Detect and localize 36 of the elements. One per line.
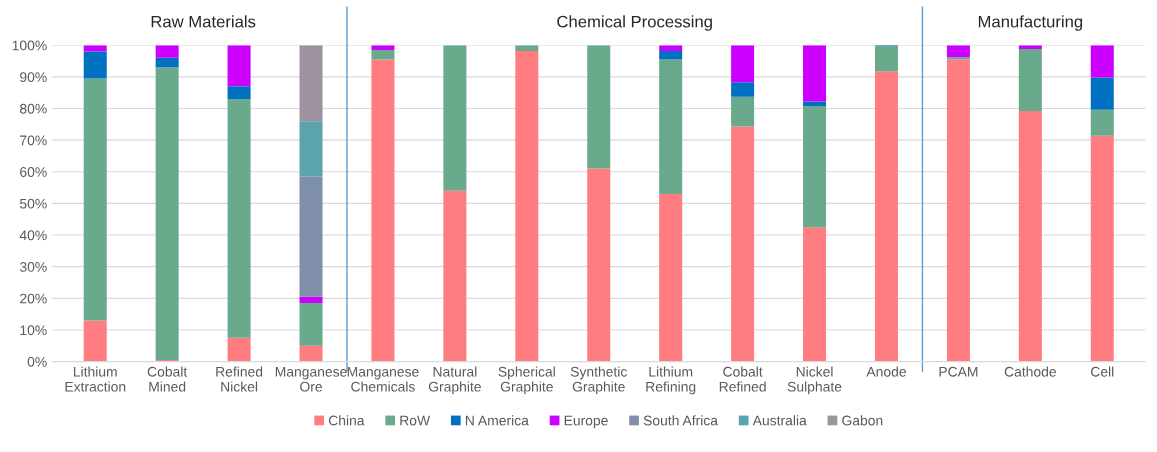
y-tick-label: 40% (19, 230, 47, 241)
x-tick-label: Cobalt Mined (147, 366, 188, 392)
legend-label: RoW (400, 415, 431, 426)
x-tick-label: Anode (866, 366, 906, 377)
x-tick-label: Nickel Sulphate (787, 366, 842, 395)
y-tick-label: 10% (20, 325, 47, 336)
x-tick-label: Natural Graphite (428, 366, 481, 395)
y-tick-label: 30% (19, 262, 47, 272)
y-tick-label: 0% (27, 356, 47, 367)
x-tick-label: Synthetic Graphite (570, 366, 627, 395)
y-tick-label: 20% (20, 293, 47, 304)
y-tick-label: 70% (20, 135, 47, 146)
y-tick-label: 50% (19, 198, 47, 209)
x-tick-label: Cobalt Refined (719, 366, 766, 392)
legend-label: Gabon (842, 415, 883, 426)
y-tick-label: 100% (12, 40, 47, 51)
x-tick-label: Lithium Extraction (65, 366, 126, 392)
text: Raw Materials (151, 15, 256, 28)
y-tick-label: 90% (20, 72, 47, 83)
x-tick-label: Manganese Chemicals (347, 366, 419, 392)
x-tick-label: PCAM (939, 366, 978, 377)
text: Chemical Processing (557, 15, 712, 31)
legend-label: China (328, 415, 365, 426)
x-tick-label: Lithium Refining (646, 366, 696, 395)
x-tick-label: Cell (1091, 366, 1114, 377)
x-tick-label: Spherical Graphite (498, 366, 555, 395)
y-tick-label: 60% (20, 167, 47, 177)
y-tick-label: 80% (20, 103, 47, 114)
x-tick-label: Cathode (1004, 366, 1056, 377)
legend-label: Australia (752, 415, 807, 426)
x-tick-label: Manganese Ore (275, 366, 347, 392)
legend-label: N America (465, 415, 529, 426)
x-tick-label: Refined Nickel (216, 366, 263, 392)
legend-label: South Africa (643, 415, 718, 426)
legend-label: Europe (564, 415, 608, 429)
text: Manufacturing (978, 15, 1083, 31)
